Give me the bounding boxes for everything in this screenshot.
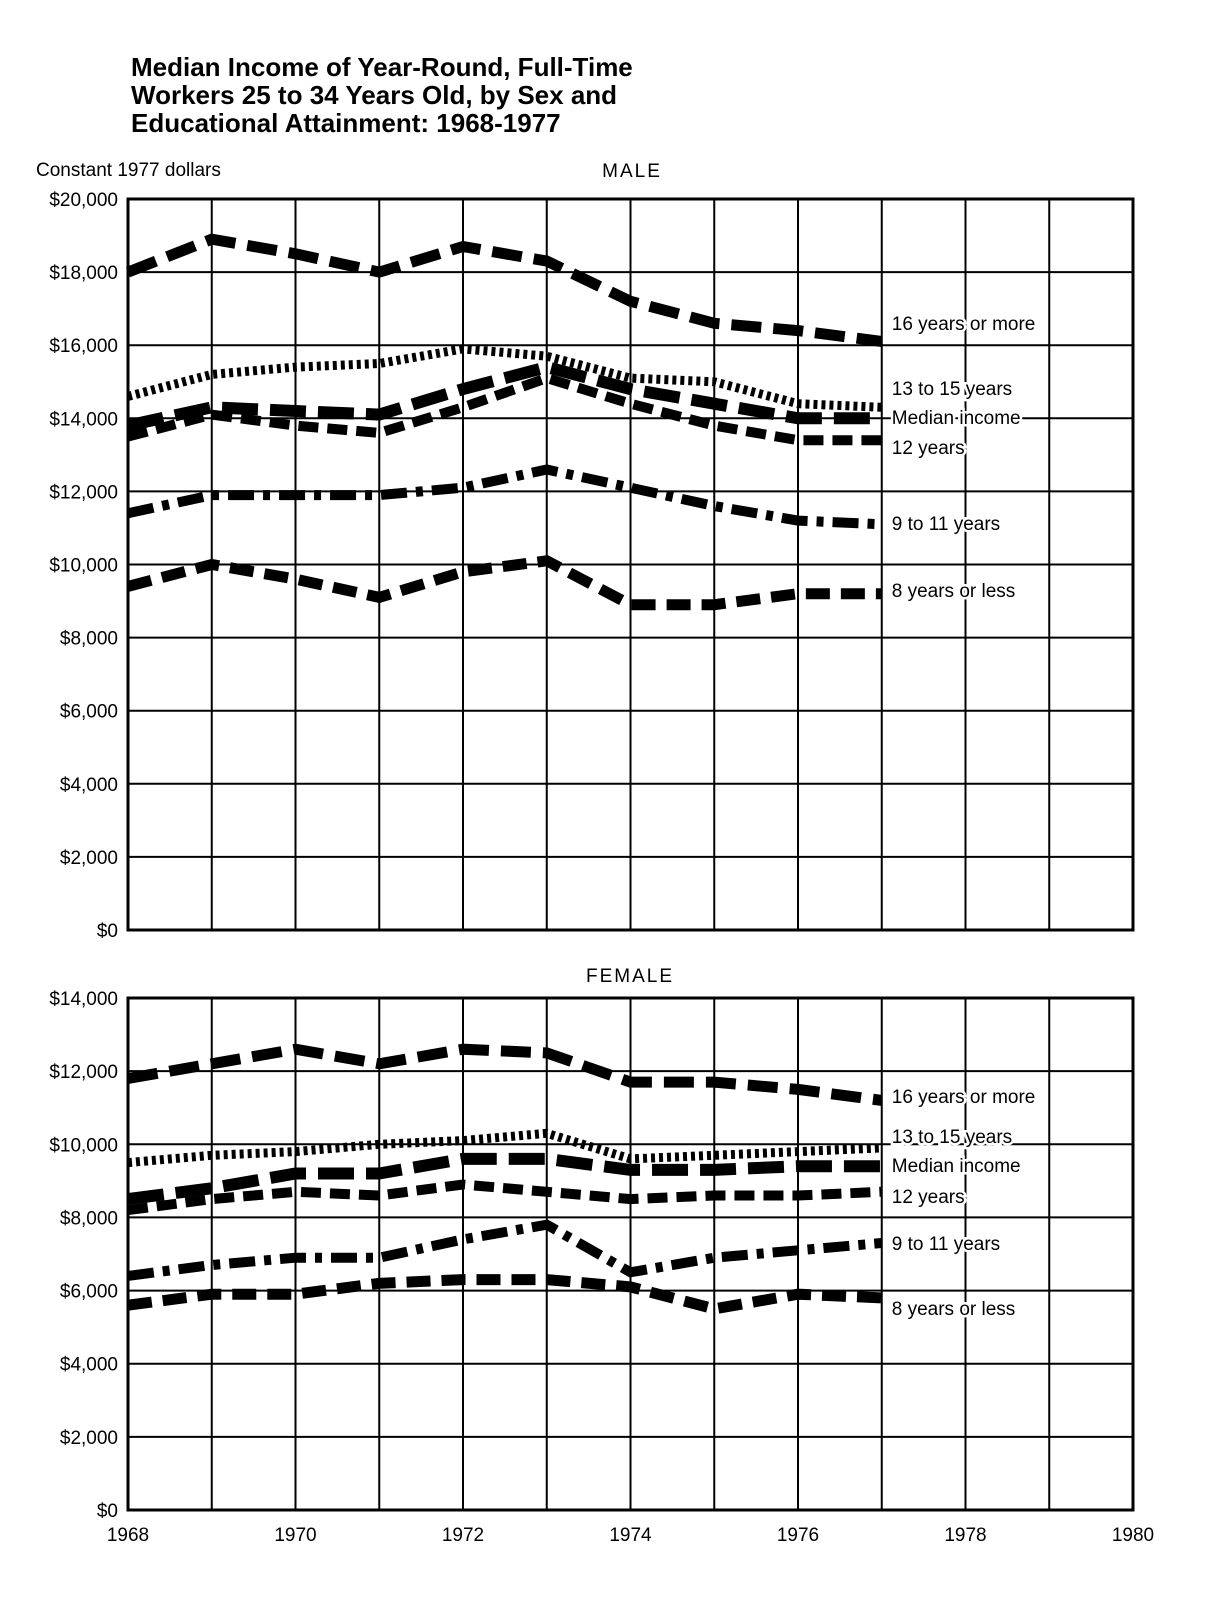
y-axis-unit-label: Constant 1977 dollars [36,160,221,181]
series-line-9-to-11-years [127,1219,883,1281]
y-tick-label: $2,000 [60,848,118,869]
chart-title-line-1: Median Income of Year-Round, Full-Time [131,52,633,82]
x-tick-label: 1974 [609,1525,652,1546]
series-line-12-years [127,1179,883,1216]
y-tick-label: $12,000 [49,1062,118,1083]
series-line-16-years-or-more [127,1043,883,1106]
series-line-median-income [127,1152,882,1206]
grid-lines [127,198,1134,931]
x-tick-label: 1978 [944,1525,986,1546]
series-label-median-income: Median income [892,408,1021,429]
series-label-9-to-11-years: 9 to 11 years [892,514,1000,535]
series-label-13-to-15-years: 13 to 15 years [892,379,1012,400]
series-label-8-years-or-less: 8 years or less [892,581,1016,602]
series-label-12-years: 12 years [892,438,965,459]
series-line-16-years-or-more [125,233,883,347]
y-tick-label: $0 [97,1501,118,1522]
series-line-13-to-15-years [126,344,882,412]
y-tick-label: $10,000 [49,1135,118,1156]
plot-frame [126,996,1135,1512]
y-tick-label: $4,000 [60,1355,118,1376]
y-tick-label: $2,000 [60,1428,118,1449]
chart-title-line-3: Educational Attainment: 1968-1977 [131,108,561,138]
series-label-8-years-or-less: 8 years or less [892,1299,1016,1320]
series-line-median-income [126,360,882,432]
y-tick-label: $18,000 [49,263,118,284]
panel-male: MALE $0 $2,000 $4,000 $6,000 $8,000 $10,000 $12… [49,161,1135,942]
y-tick-label: $0 [97,921,118,942]
y-tick-label: $20,000 [49,190,118,211]
y-tick-label: $6,000 [60,1282,118,1303]
y-tick-label: $14,000 [49,409,118,430]
series-line-8-years-or-less [127,1274,883,1315]
series-label-16-years-or-more: 16 years or more [892,314,1036,335]
y-tick-label: $4,000 [60,775,118,796]
series-label-median-income: Median income [892,1156,1021,1177]
series-line-13-to-15-years [127,1128,882,1168]
x-tick-label: 1968 [107,1525,149,1546]
x-tick-label: 1980 [1112,1525,1154,1546]
series-label-16-years-or-more: 16 years or more [892,1087,1036,1108]
series-label-9-to-11-years: 9 to 11 years [892,1234,1000,1255]
x-tick-label: 1970 [274,1525,316,1546]
series-line-9-to-11-years [126,464,883,530]
y-tick-label: $6,000 [60,702,118,723]
y-tick-label: $14,000 [49,989,118,1010]
x-tick-label: 1972 [442,1525,484,1546]
y-tick-label: $10,000 [49,556,118,577]
y-tick-label: $8,000 [60,629,118,650]
series-label-13-to-15-years: 13 to 15 years [892,1127,1012,1148]
series-line-12-years [126,372,882,446]
chart-panels: MALE $0 $2,000 $4,000 $6,000 $8,000 $10,000 $12… [49,161,1154,1546]
x-tick-label: 1976 [777,1525,819,1546]
series-label-12-years: 12 years [892,1187,965,1208]
panel-title-female: FEMALE [586,966,674,987]
series-line-8-years-or-less [126,555,882,611]
plot-frame [126,197,1135,932]
panel-title-male: MALE [602,161,662,182]
panel-female: FEMALE $0 $2,000 $4,000 $6,000 $8,000 $10,000 $… [49,966,1154,1546]
y-tick-label: $16,000 [49,336,118,357]
y-tick-label: $8,000 [60,1208,118,1229]
chart-title: Median Income of Year-Round, Full-TimeWo… [131,52,633,138]
chart-title-line-2: Workers 25 to 34 Years Old, by Sex and [131,80,617,110]
y-tick-label: $12,000 [49,482,118,503]
